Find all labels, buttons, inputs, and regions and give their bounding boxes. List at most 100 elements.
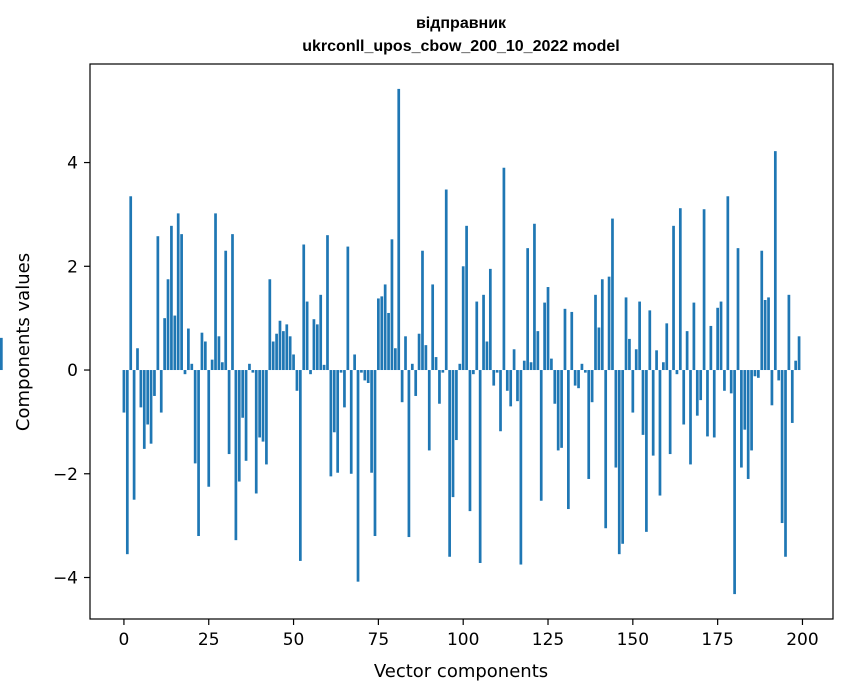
bar-45 (275, 333, 278, 371)
bar-25 (207, 370, 211, 487)
bar-81 (397, 88, 401, 371)
bar-136 (583, 370, 587, 373)
bar-89 (424, 345, 428, 371)
bar-56 (312, 319, 316, 371)
bar-130 (563, 308, 567, 371)
bar-169 (695, 370, 699, 416)
bar-133 (573, 370, 577, 386)
bar-107 (485, 341, 489, 371)
bar-58 (319, 294, 323, 371)
x-tick-label: 200 (786, 630, 818, 650)
bar-12 (163, 318, 166, 371)
bar-170 (699, 370, 703, 401)
bar-198 (794, 360, 798, 371)
bar-180 (733, 370, 736, 595)
bar-44 (271, 341, 275, 371)
bar-131 (567, 370, 570, 510)
bar-68 (353, 354, 356, 371)
bar-192 (773, 151, 777, 371)
bar-183 (743, 370, 747, 430)
bar-31 (227, 370, 231, 455)
bar-35 (241, 370, 245, 418)
bar-21 (193, 370, 197, 464)
bar-undefined (0, 337, 3, 371)
bar-88 (421, 250, 424, 371)
y-tick-label: 0 (67, 361, 78, 381)
bar-46 (278, 320, 282, 371)
bar-1 (125, 370, 129, 555)
x-tick-label: 75 (368, 630, 390, 650)
bar-99 (458, 363, 462, 371)
bar-19 (187, 328, 190, 371)
bar-series (0, 88, 801, 595)
bar-157 (655, 350, 658, 371)
bar-179 (729, 370, 733, 394)
bar-191 (770, 370, 774, 406)
bar-17 (180, 234, 183, 371)
bar-70 (360, 370, 363, 373)
x-tick-label: 0 (119, 630, 130, 650)
bar-168 (692, 302, 696, 371)
chart-title-line2: ukrconll_upos_cbow_200_10_2022 model (302, 38, 619, 55)
bar-26 (210, 359, 214, 371)
bar-103 (472, 370, 475, 375)
bar-118 (522, 360, 526, 371)
y-tick-label: 4 (67, 154, 78, 174)
bar-150 (631, 370, 635, 413)
bar-159 (662, 362, 665, 371)
x-tick-label: 175 (701, 630, 733, 650)
bar-8 (149, 370, 153, 444)
bar-0 (122, 370, 126, 413)
bar-72 (366, 370, 370, 383)
bar-80 (393, 348, 397, 371)
bar-63 (336, 370, 340, 473)
bar-115 (512, 349, 516, 371)
bar-151 (634, 349, 638, 371)
chart-title-line1: відправник (416, 15, 507, 32)
bar-197 (790, 370, 794, 423)
bar-171 (702, 209, 706, 371)
bar-40 (258, 370, 261, 438)
bar-164 (678, 208, 682, 371)
bar-149 (628, 338, 631, 371)
bar-83 (404, 336, 407, 371)
bar-193 (777, 370, 781, 381)
bar-123 (539, 370, 543, 501)
bar-28 (217, 336, 221, 371)
bar-138 (590, 370, 594, 403)
bar-132 (570, 311, 574, 371)
bar-161 (668, 370, 672, 455)
bar-32 (231, 234, 234, 371)
bar-126 (550, 358, 553, 371)
x-axis-label: Vector components (374, 661, 548, 682)
bar-121 (533, 223, 536, 371)
bar-59 (322, 364, 326, 371)
bar-48 (285, 324, 289, 371)
bar-85 (410, 363, 414, 371)
bar-106 (482, 294, 485, 371)
bar-134 (577, 370, 580, 389)
bar-139 (594, 294, 597, 371)
bar-69 (356, 370, 360, 582)
bar-174 (712, 370, 716, 438)
bar-125 (546, 287, 550, 371)
bar-34 (237, 370, 241, 482)
y-tick-label: −4 (53, 569, 78, 589)
bar-74 (373, 370, 377, 537)
bar-176 (719, 301, 723, 371)
bar-95 (444, 189, 448, 371)
bar-143 (607, 276, 611, 371)
bar-102 (468, 370, 472, 512)
bar-49 (288, 336, 292, 371)
bar-167 (689, 370, 692, 465)
bar-64 (339, 370, 343, 373)
bar-86 (414, 370, 418, 396)
bar-43 (268, 279, 272, 371)
bar-135 (580, 363, 584, 371)
bar-148 (624, 297, 628, 371)
bar-79 (390, 239, 394, 371)
bar-137 (587, 370, 591, 479)
bar-65 (343, 370, 346, 408)
bar-94 (441, 370, 445, 373)
